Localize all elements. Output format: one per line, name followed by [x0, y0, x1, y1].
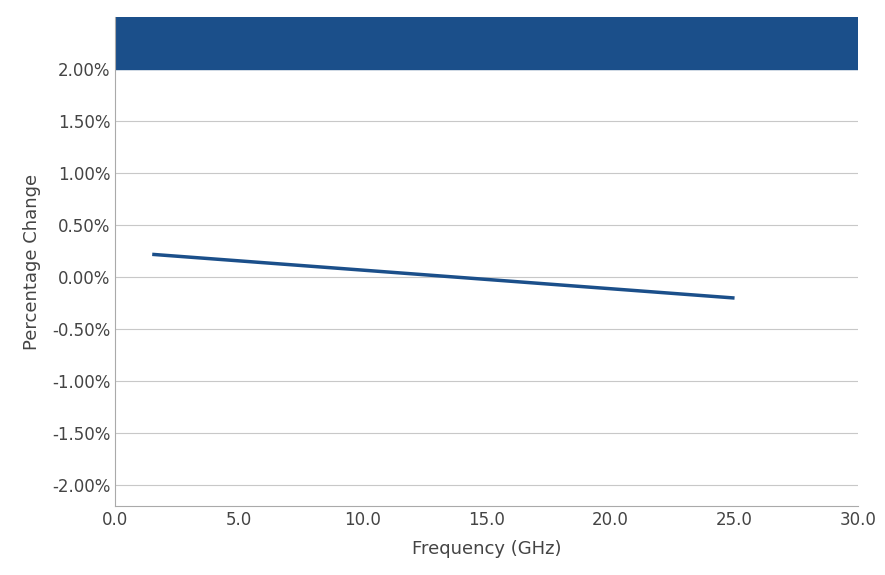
X-axis label: Frequency (GHz): Frequency (GHz): [412, 540, 561, 558]
Bar: [115, 17, 858, 69]
Y-axis label: Percentage Change: Percentage Change: [23, 174, 41, 350]
